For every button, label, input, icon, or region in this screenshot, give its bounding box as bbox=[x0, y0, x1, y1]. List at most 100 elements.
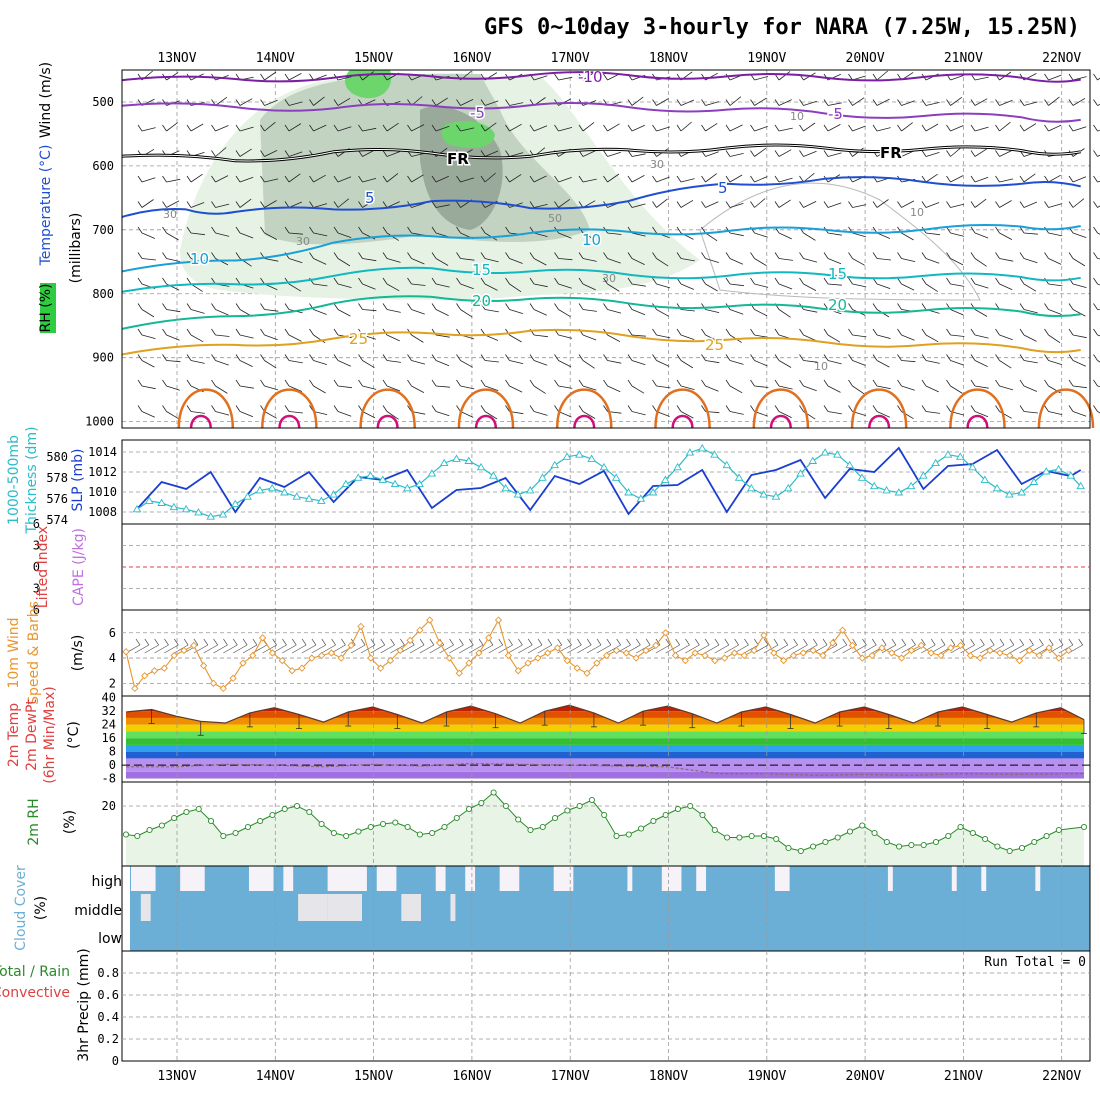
rh2m-point bbox=[810, 843, 817, 850]
wind-barb-flag bbox=[701, 201, 706, 208]
rh2m-panel: 20 bbox=[102, 781, 1091, 867]
wind-barb-flag bbox=[970, 405, 976, 412]
wind-barb bbox=[239, 334, 254, 339]
wind-barb bbox=[901, 122, 913, 132]
wind-barb-flag bbox=[603, 252, 608, 259]
wind-barb-flag bbox=[431, 277, 437, 285]
wind-barb bbox=[1072, 334, 1087, 339]
wind-barb bbox=[729, 283, 744, 287]
wind-barb-flag bbox=[995, 124, 1000, 132]
wind-barb-flag bbox=[333, 328, 339, 336]
wind-barb bbox=[827, 102, 842, 106]
wind-barb-flag bbox=[1044, 99, 1049, 106]
wind-barb bbox=[925, 173, 938, 183]
thickness-point bbox=[968, 462, 977, 471]
wind-barb bbox=[631, 153, 646, 157]
wind-barb-flag bbox=[390, 638, 395, 646]
wind-barb-flag bbox=[1068, 175, 1074, 183]
wind-barb bbox=[974, 198, 987, 208]
wind-barb-flag bbox=[676, 354, 682, 361]
wind-barb-flag bbox=[995, 354, 1000, 361]
wind-barb bbox=[685, 644, 700, 654]
rh2m-point bbox=[932, 838, 940, 846]
wind-barb-flag bbox=[154, 638, 159, 646]
thickness-point bbox=[390, 479, 400, 488]
wind-barb-flag bbox=[260, 124, 265, 132]
wind-barb-flag bbox=[235, 405, 241, 412]
wind-barb bbox=[337, 258, 351, 267]
wind-barb-flag bbox=[930, 638, 936, 646]
isotherm-30-dome bbox=[1037, 388, 1095, 429]
wind-speed-point bbox=[888, 649, 896, 657]
wind-barb-flag bbox=[529, 124, 535, 132]
wind-barb-flag bbox=[407, 277, 412, 285]
temp-tick: 24 bbox=[102, 718, 116, 732]
wind-barb-flag bbox=[803, 638, 808, 646]
wind-barb-flag bbox=[995, 201, 1000, 208]
wind-barb bbox=[803, 360, 818, 363]
wind-barb bbox=[190, 232, 205, 236]
wind-barb bbox=[1023, 101, 1038, 106]
wind-barb bbox=[999, 150, 1013, 157]
wind-barb bbox=[778, 232, 792, 240]
wind-barb-flag bbox=[652, 124, 657, 132]
cloud-gap-high bbox=[248, 866, 274, 891]
wind-barb-flag bbox=[260, 201, 265, 208]
wind-speed-point bbox=[996, 649, 1004, 657]
wind-barb-flag bbox=[823, 405, 829, 412]
wind-barb bbox=[203, 644, 218, 654]
wind-barb-flag bbox=[774, 175, 780, 183]
wind-barb bbox=[313, 385, 326, 394]
wind-speed-point bbox=[701, 651, 709, 660]
wind-barb-flag bbox=[897, 277, 902, 285]
wind-barb-flag bbox=[260, 150, 265, 157]
wind-barb-flag bbox=[652, 201, 657, 208]
wind-barb bbox=[190, 283, 203, 292]
wind-barb bbox=[876, 334, 891, 339]
stability-tick: 6 bbox=[33, 603, 40, 617]
isotherm--5 bbox=[121, 102, 1081, 123]
wind-barb-flag bbox=[284, 73, 290, 81]
wind-barb bbox=[141, 177, 156, 183]
rh2m-point bbox=[404, 823, 411, 831]
date-tick-top: 18NOV bbox=[649, 51, 688, 66]
wind-barb bbox=[852, 360, 866, 366]
cloud-gap-high bbox=[499, 866, 520, 891]
wind-barb-flag bbox=[529, 175, 535, 183]
thickness-point bbox=[943, 450, 953, 458]
wind-barb-flag bbox=[431, 354, 437, 361]
rh2m-point bbox=[797, 847, 804, 855]
wind-barb-flag bbox=[309, 328, 314, 336]
wind-barb-flag bbox=[799, 252, 804, 259]
precip-frame bbox=[121, 950, 1091, 1062]
thickness-point bbox=[894, 488, 904, 496]
wind-speed-point bbox=[209, 679, 218, 687]
wind-barb bbox=[1023, 334, 1037, 342]
wind-barb bbox=[999, 334, 1013, 341]
wind-barb bbox=[411, 124, 425, 132]
wind-barb-flag bbox=[701, 124, 706, 132]
wind-barb-flag bbox=[407, 354, 412, 361]
wind-barb-flag bbox=[480, 175, 486, 183]
wind-barb-flag bbox=[774, 124, 780, 132]
wind-barb-flag bbox=[333, 405, 339, 412]
wind-barb bbox=[215, 385, 228, 394]
rh-contour-label: 50 bbox=[548, 212, 562, 225]
wind-barb-flag bbox=[603, 405, 608, 412]
wind-barb bbox=[509, 283, 522, 293]
wind-barb bbox=[974, 176, 989, 183]
wind-barb bbox=[1023, 123, 1037, 132]
thickness-point bbox=[771, 492, 781, 500]
thickness-point bbox=[1029, 477, 1039, 485]
wind-barb-flag bbox=[505, 99, 510, 106]
thickness-point bbox=[329, 490, 338, 498]
wind-barb-flag bbox=[750, 99, 755, 106]
rh-region-green bbox=[345, 70, 392, 99]
wind-barb bbox=[533, 125, 548, 132]
wind-speed-point bbox=[200, 662, 208, 670]
wind-barb bbox=[925, 232, 940, 236]
thickness-point bbox=[452, 454, 461, 462]
wind-barb bbox=[607, 334, 621, 342]
wind-barb bbox=[705, 201, 719, 208]
wind-barb bbox=[558, 232, 572, 239]
